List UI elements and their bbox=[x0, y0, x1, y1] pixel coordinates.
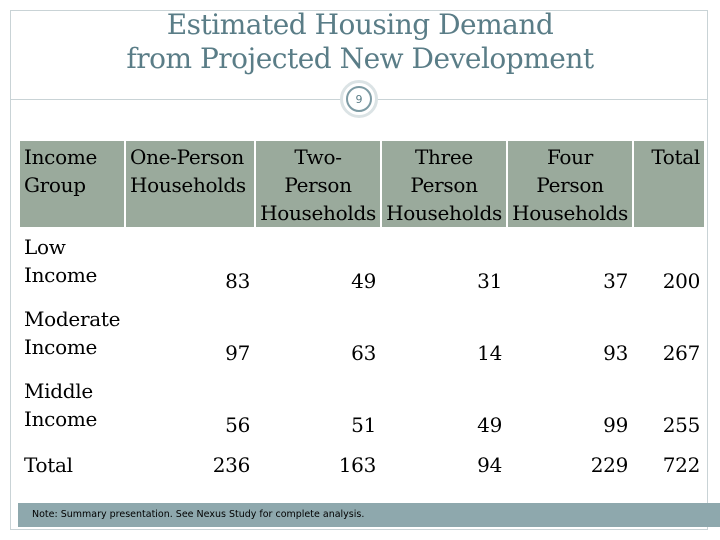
header-text: Households bbox=[260, 201, 376, 225]
header-total: Total bbox=[632, 139, 706, 229]
header-text: Four bbox=[546, 145, 594, 169]
cell-three-person: 31 bbox=[380, 227, 508, 301]
header-four-person: Four Person Households bbox=[506, 139, 634, 229]
cell-one-person: 56 bbox=[124, 371, 256, 445]
row-label: Total bbox=[18, 443, 126, 487]
slide-title-line2: from Projected New Development bbox=[126, 42, 594, 75]
cell-four-person: 99 bbox=[506, 371, 634, 445]
cell-two-person: 163 bbox=[254, 443, 382, 487]
cell-four-person: 229 bbox=[506, 443, 634, 487]
cell-total: 267 bbox=[632, 299, 706, 373]
footer-note-bar bbox=[18, 503, 720, 527]
row-label-line: Income bbox=[24, 407, 98, 431]
header-text: Households bbox=[512, 201, 628, 225]
header-two-person: Two- Person Households bbox=[254, 139, 382, 229]
header-text: Person bbox=[536, 173, 604, 197]
header-text: Two- bbox=[294, 145, 342, 169]
row-label-line: Income bbox=[24, 263, 98, 287]
table-row: Moderate Income 97 63 14 93 267 bbox=[18, 299, 706, 373]
housing-demand-table: Income Group One-Person Households Two- … bbox=[18, 139, 706, 487]
table-row: Low Income 83 49 31 37 200 bbox=[18, 227, 706, 301]
cell-two-person: 49 bbox=[254, 227, 382, 301]
row-label-line: Moderate bbox=[24, 307, 121, 331]
header-text: Households bbox=[130, 173, 246, 197]
slide-number-badge: 9 bbox=[340, 80, 378, 118]
header-one-person: One-Person Households bbox=[124, 139, 256, 229]
row-label: Middle Income bbox=[18, 371, 126, 445]
cell-three-person: 14 bbox=[380, 299, 508, 373]
row-label-line: Low bbox=[24, 235, 66, 259]
footer-note: Note: Summary presentation. See Nexus St… bbox=[32, 509, 365, 520]
cell-one-person: 236 bbox=[124, 443, 256, 487]
header-three-person: Three Person Households bbox=[380, 139, 508, 229]
row-label: Moderate Income bbox=[18, 299, 126, 373]
cell-one-person: 97 bbox=[124, 299, 256, 373]
header-text: Total bbox=[651, 145, 700, 169]
cell-three-person: 94 bbox=[380, 443, 508, 487]
header-text: Person bbox=[284, 173, 352, 197]
header-text: Three bbox=[415, 145, 473, 169]
slide-title: Estimated Housing Demand from Projected … bbox=[0, 8, 720, 76]
header-text: Group bbox=[24, 173, 86, 197]
row-label-line: Total bbox=[24, 453, 73, 477]
slide-frame bbox=[10, 10, 708, 530]
row-label-line: Income bbox=[24, 335, 98, 359]
slide-number: 9 bbox=[346, 86, 372, 112]
header-text: One-Person bbox=[130, 145, 245, 169]
cell-four-person: 37 bbox=[506, 227, 634, 301]
header-text: Person bbox=[410, 173, 478, 197]
row-label: Low Income bbox=[18, 227, 126, 301]
header-text: Households bbox=[386, 201, 502, 225]
row-label-line: Middle bbox=[24, 379, 93, 403]
cell-four-person: 93 bbox=[506, 299, 634, 373]
cell-one-person: 83 bbox=[124, 227, 256, 301]
cell-total: 722 bbox=[632, 443, 706, 487]
table-row-total: Total 236 163 94 229 722 bbox=[18, 443, 706, 487]
cell-three-person: 49 bbox=[380, 371, 508, 445]
slide-title-line1: Estimated Housing Demand bbox=[166, 8, 554, 41]
cell-two-person: 51 bbox=[254, 371, 382, 445]
header-text: Income bbox=[24, 145, 98, 169]
cell-total: 255 bbox=[632, 371, 706, 445]
cell-total: 200 bbox=[632, 227, 706, 301]
table-row: Middle Income 56 51 49 99 255 bbox=[18, 371, 706, 445]
table-header-row: Income Group One-Person Households Two- … bbox=[18, 139, 706, 229]
header-income-group: Income Group bbox=[18, 139, 126, 229]
cell-two-person: 63 bbox=[254, 299, 382, 373]
